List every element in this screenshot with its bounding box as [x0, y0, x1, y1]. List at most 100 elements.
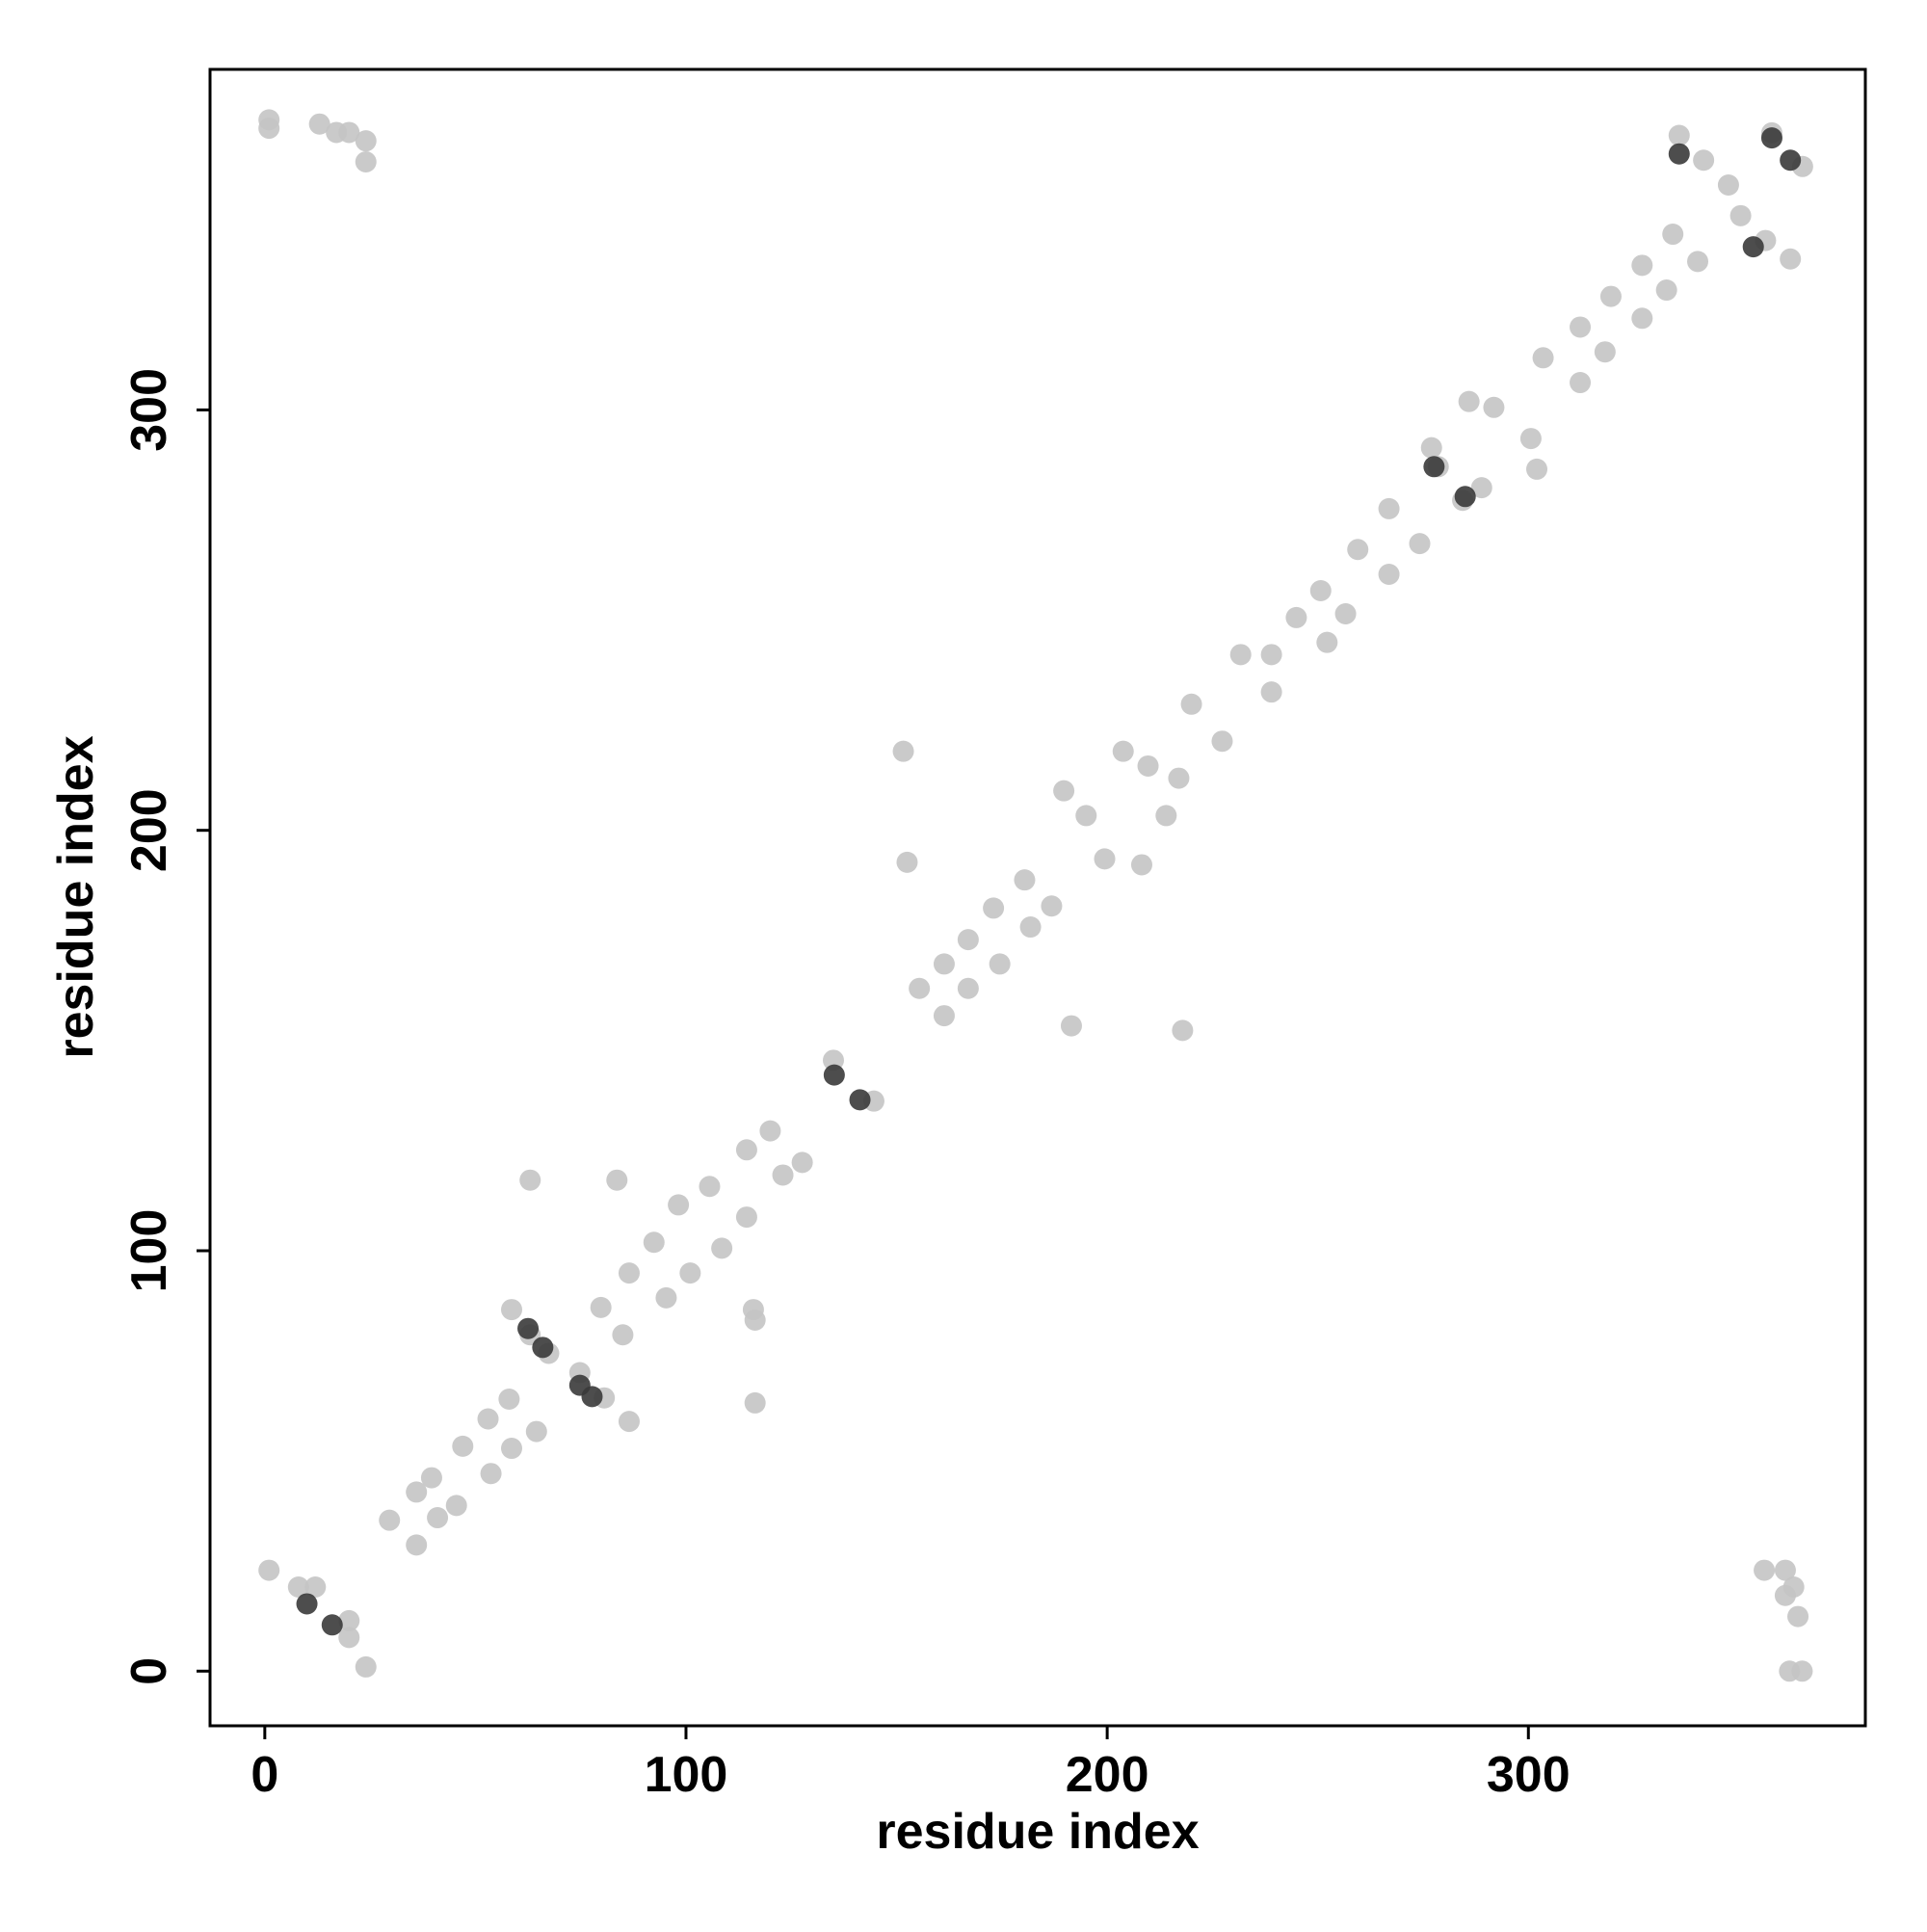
point — [1774, 1584, 1796, 1606]
point — [1760, 127, 1782, 149]
point — [1172, 1019, 1194, 1042]
point — [258, 118, 280, 140]
point — [1137, 754, 1159, 777]
point — [420, 1467, 442, 1489]
point — [1423, 456, 1445, 478]
point — [1180, 693, 1202, 715]
point — [355, 1655, 377, 1678]
point — [1168, 767, 1190, 789]
point — [355, 130, 377, 152]
point — [1211, 730, 1233, 753]
point — [1378, 563, 1400, 585]
point — [338, 121, 360, 144]
point — [1014, 869, 1036, 891]
point — [1075, 805, 1097, 827]
point — [1668, 124, 1690, 146]
point — [896, 851, 918, 873]
point — [957, 929, 979, 951]
point — [1458, 390, 1480, 412]
point — [1599, 285, 1622, 307]
point — [791, 1151, 813, 1174]
point — [304, 1576, 327, 1599]
point — [983, 897, 1005, 919]
point — [258, 1559, 280, 1581]
point — [933, 1005, 955, 1027]
point — [338, 1627, 360, 1649]
point — [655, 1286, 677, 1309]
point — [1742, 236, 1764, 258]
point — [296, 1593, 318, 1615]
point — [1316, 631, 1338, 653]
point — [1420, 437, 1442, 459]
point — [643, 1231, 665, 1254]
point — [909, 977, 931, 999]
point — [1791, 1660, 1813, 1682]
point — [500, 1299, 522, 1321]
point — [759, 1120, 781, 1142]
point — [477, 1408, 499, 1430]
point — [989, 953, 1011, 975]
point — [957, 977, 979, 999]
x-axis-label: residue index — [876, 1804, 1199, 1860]
point — [1334, 603, 1357, 625]
point — [1155, 805, 1177, 827]
x-tick-label: 300 — [1487, 1747, 1571, 1803]
point — [1662, 224, 1684, 246]
point — [679, 1262, 701, 1284]
point — [1519, 428, 1542, 450]
point — [517, 1317, 540, 1339]
point — [1687, 251, 1709, 273]
point — [321, 1614, 343, 1636]
point — [590, 1296, 612, 1318]
point — [1774, 1559, 1796, 1581]
point — [500, 1438, 522, 1460]
point — [1526, 458, 1548, 480]
y-tick-label: 0 — [121, 1657, 177, 1685]
point — [1019, 916, 1042, 939]
point — [1112, 740, 1134, 762]
point — [1347, 539, 1369, 561]
point — [699, 1176, 721, 1198]
point — [618, 1262, 640, 1284]
point — [287, 1576, 309, 1599]
point — [1729, 204, 1752, 226]
y-tick-label: 200 — [121, 788, 177, 872]
point — [519, 1169, 541, 1191]
point — [1053, 780, 1075, 802]
point — [1594, 341, 1616, 363]
point — [1094, 848, 1116, 870]
point — [1378, 497, 1400, 519]
point — [1470, 477, 1492, 499]
point — [1483, 396, 1505, 418]
point — [532, 1337, 554, 1359]
point — [1668, 143, 1690, 165]
point — [1041, 895, 1063, 917]
point — [406, 1534, 428, 1556]
point — [1787, 1605, 1809, 1628]
point — [1060, 1015, 1082, 1037]
point — [1655, 279, 1677, 302]
point — [1780, 248, 1802, 270]
point — [735, 1139, 757, 1161]
point — [498, 1388, 520, 1410]
point — [1260, 644, 1282, 666]
point — [606, 1169, 628, 1191]
point — [445, 1495, 467, 1517]
point — [1754, 1559, 1776, 1581]
y-tick-label: 300 — [121, 368, 177, 452]
point — [618, 1411, 640, 1433]
point — [744, 1391, 766, 1414]
point — [1130, 854, 1152, 876]
point — [1717, 173, 1739, 196]
x-tick-label: 200 — [1066, 1747, 1149, 1803]
point — [427, 1507, 449, 1529]
point — [355, 150, 377, 172]
point — [849, 1089, 871, 1111]
point — [1631, 254, 1653, 277]
point — [612, 1324, 634, 1346]
x-tick-label: 0 — [251, 1747, 278, 1803]
x-tick-label: 100 — [645, 1747, 728, 1803]
point — [338, 1609, 360, 1631]
point — [1570, 372, 1592, 394]
